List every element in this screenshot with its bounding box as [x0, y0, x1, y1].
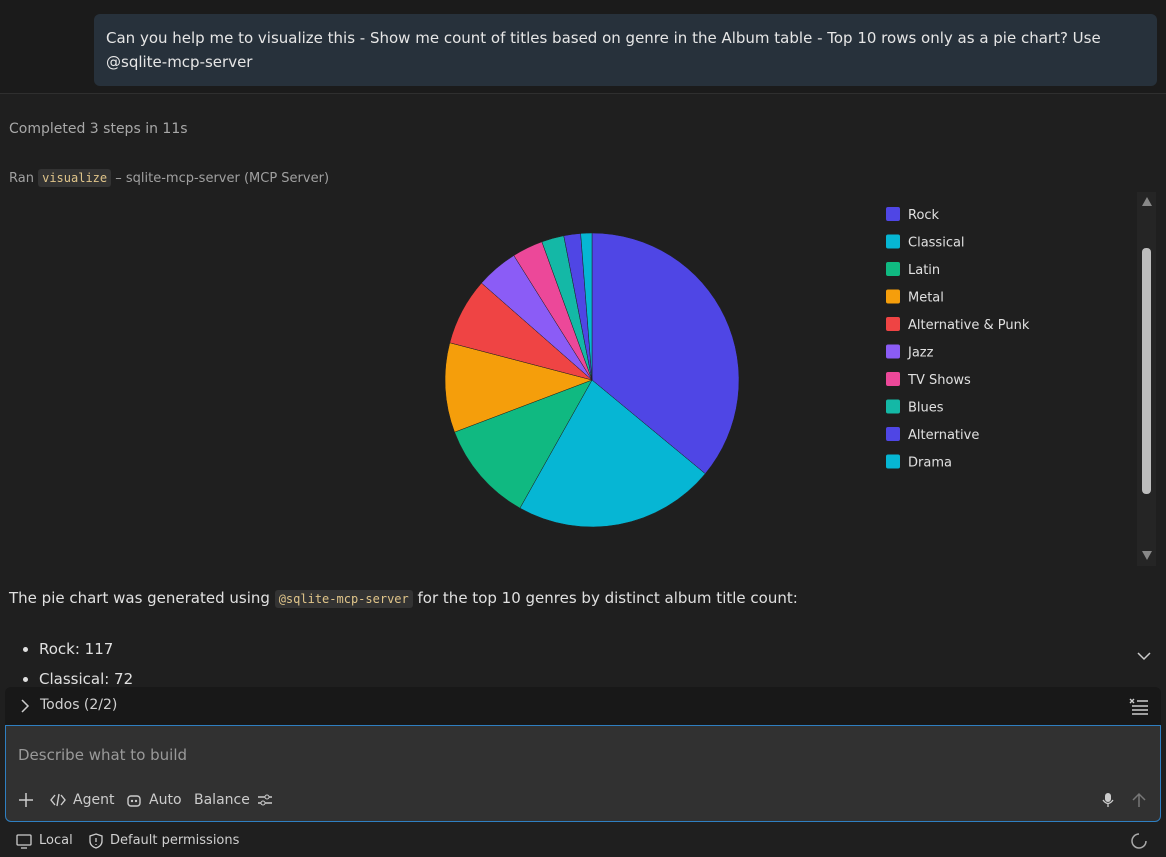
legend-swatch [886, 234, 900, 249]
scroll-thumb[interactable] [1142, 248, 1151, 494]
list-item: Rock: 117 [39, 634, 133, 664]
legend-swatch [886, 399, 900, 414]
legend-label: Latin [908, 263, 940, 278]
pie-slice [591, 232, 740, 475]
permissions-button[interactable]: Default permissions [110, 833, 240, 848]
status[interactable]: Completed 3 steps in 11s [9, 121, 188, 137]
tool-name: visualize [38, 169, 112, 187]
legend-swatch [886, 454, 900, 469]
legend-swatch [886, 317, 900, 331]
pie-slice [444, 342, 593, 433]
footer: Local Default permissions [0, 825, 1166, 857]
legend-swatch [886, 262, 900, 276]
chevron [21, 699, 30, 713]
pie-slice [519, 379, 706, 528]
settings-button[interactable] [257, 792, 273, 808]
todos[interactable]: Todos (2/2) [5, 687, 1161, 725]
balance-button[interactable]: Balance [194, 792, 250, 808]
code: @sqlite-mcp-server [274, 590, 413, 608]
tool-run: Ran visualize – sqlite-mcp-server (MCP S… [9, 169, 330, 187]
legend-label: Jazz [907, 346, 934, 361]
text: for the top 10 genres by distinct album … [417, 589, 798, 607]
text: The pie chart was generated using [9, 589, 270, 607]
legend-swatch [886, 344, 900, 359]
scroll-up[interactable] [1142, 197, 1152, 206]
agent-icon [50, 793, 66, 807]
legend-swatch [886, 289, 900, 304]
pie-slice [454, 379, 593, 509]
legend-swatch [886, 372, 900, 386]
placeholder[interactable]: Describe what to build [18, 746, 188, 764]
ran: Ran [9, 171, 34, 186]
spinner [1131, 833, 1147, 849]
legend-label: Rock [908, 208, 940, 223]
auto-icon [127, 795, 141, 807]
legend-label: Blues [908, 401, 944, 416]
local-button[interactable]: Local [39, 833, 73, 848]
pie-slice [580, 232, 593, 381]
legend-label: Alternative [908, 428, 979, 443]
legend-label: Alternative & Punk [908, 318, 1030, 333]
legend-label: Metal [908, 291, 944, 306]
scroll-down-button[interactable] [1136, 648, 1152, 664]
auto-button[interactable]: Auto [149, 792, 182, 808]
todos-label: Todos (2/2) [40, 697, 118, 713]
header: Can you help me to visualize this - Show… [0, 0, 1166, 94]
agent-button[interactable]: Agent [73, 792, 115, 808]
legend-label: Classical [908, 236, 965, 251]
legend-swatch [886, 427, 900, 441]
scroll-down[interactable] [1142, 551, 1152, 560]
tool-source: – sqlite-mcp-server (MCP Server) [115, 171, 330, 186]
todos-icon[interactable] [1129, 697, 1149, 715]
legend-label: Drama [908, 456, 952, 471]
legend-swatch [886, 207, 900, 221]
legend-label: TV Shows [907, 373, 971, 388]
local-icon [16, 834, 32, 849]
shield-icon [89, 833, 103, 849]
list: Rock: 117 Classical: 72 [22, 634, 133, 694]
chart: Rock Classical Latin Metal Alternative & Pun… [444, 192, 1156, 566]
mic-button[interactable] [1100, 792, 1116, 808]
input-box[interactable]: Describe what to build Agent Auto Balanc… [5, 725, 1161, 822]
user-message: Can you help me to visualize this - Show… [94, 14, 1157, 86]
response: The pie chart was generated using @sqlit… [9, 589, 798, 608]
list-item: Classical: 72 [39, 664, 133, 694]
add-button[interactable] [18, 792, 34, 808]
send-button[interactable] [1131, 792, 1147, 808]
